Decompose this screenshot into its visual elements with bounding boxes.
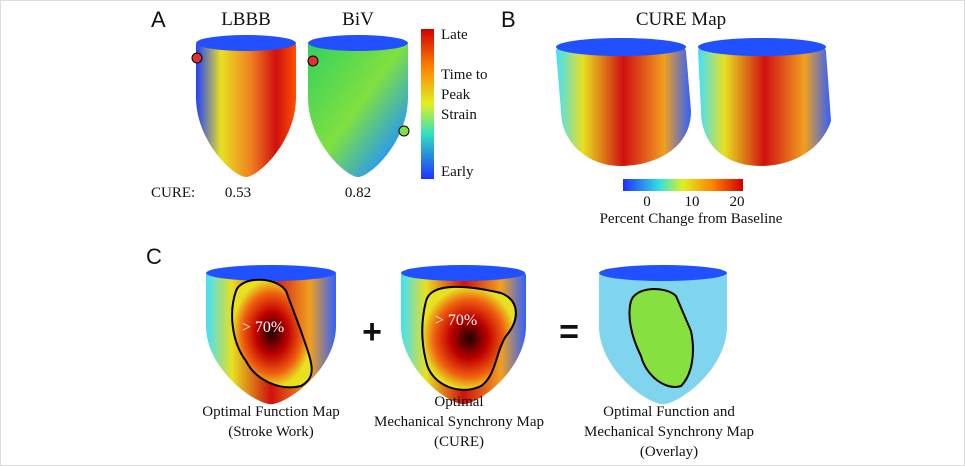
caption: Mechanical Synchrony Map: [584, 424, 754, 440]
colorbar: [421, 29, 434, 179]
heart-base: [599, 265, 727, 281]
marker: [307, 55, 319, 67]
cure-value: 0.82: [344, 185, 372, 201]
panel-label: A: [151, 7, 166, 32]
heart-base: [206, 265, 336, 281]
region: [628, 288, 694, 388]
caption: (Overlay): [639, 444, 699, 460]
heart-base: [308, 35, 408, 51]
heart-biv: [308, 37, 408, 177]
heart-base: [401, 265, 525, 281]
heart-lbbb: [196, 37, 296, 177]
caption: Mechanical Synchrony Map: [374, 414, 544, 430]
operator: =: [559, 313, 579, 351]
colorbar-tick: 0: [643, 194, 651, 210]
colorbar-label: Late: [441, 27, 468, 43]
panel-label: B: [501, 7, 516, 32]
colorbar: [623, 179, 743, 191]
heart-title: LBBB: [221, 9, 271, 30]
cure-label: CURE:: [151, 185, 196, 201]
caption: (Stroke Work): [228, 424, 314, 440]
panel-label: C: [146, 244, 162, 269]
colorbar-label: Time to Peak Strain: [441, 67, 488, 123]
caption: Optimal: [434, 394, 484, 410]
heart-cure-2: [698, 39, 831, 166]
heart-base: [196, 35, 296, 51]
operator: +: [362, 313, 382, 351]
heart-cure-1: [556, 39, 691, 166]
cure-value: 0.53: [224, 185, 252, 201]
marker: [398, 125, 410, 137]
heart-base: [698, 38, 826, 56]
region-label: > 70%: [434, 312, 478, 329]
colorbar-label: Early: [441, 164, 474, 180]
colorbar-tick: 10: [684, 194, 700, 210]
caption: (CURE): [434, 434, 484, 450]
caption: Optimal Function and: [603, 404, 735, 420]
region: [421, 285, 517, 391]
colorbar-title: Percent Change from Baseline: [599, 211, 783, 227]
colorbar-tick: 20: [729, 194, 745, 210]
region-label: > 70%: [241, 319, 285, 336]
heart-title: BiV: [342, 9, 374, 30]
caption: Optimal Function Map: [202, 404, 340, 420]
marker: [191, 52, 203, 64]
region: [231, 278, 313, 389]
heart-base: [556, 38, 686, 56]
map-title: CURE Map: [635, 9, 727, 30]
